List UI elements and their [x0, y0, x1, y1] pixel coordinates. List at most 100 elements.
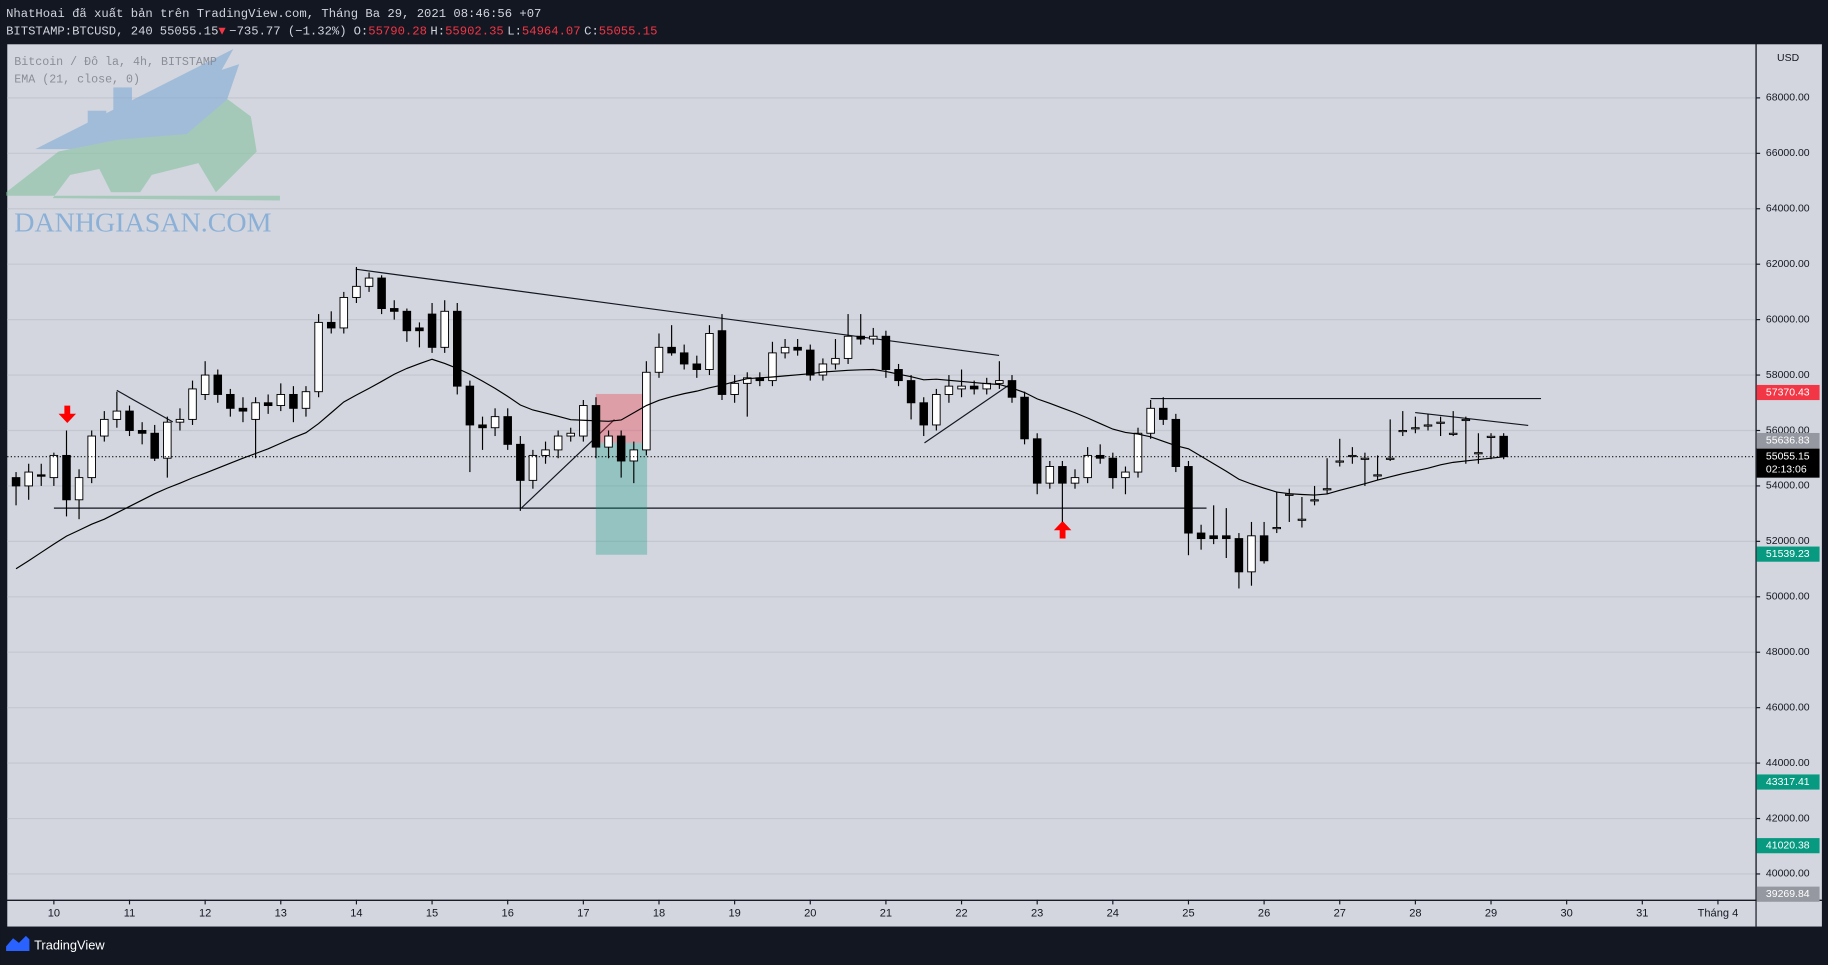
candle-body: [616, 435, 626, 462]
candle-body: [24, 471, 33, 487]
candle-body: [1297, 518, 1307, 521]
price-label: 51539.23: [1766, 549, 1810, 560]
x-tick-label: Tháng 4: [1698, 908, 1739, 920]
candle-body: [1032, 438, 1042, 484]
price-label: 57370.43: [1766, 387, 1810, 398]
price-label-bg: [1756, 546, 1820, 562]
price-label-bg: [1756, 384, 1820, 401]
candle-body: [1411, 427, 1420, 430]
candle-body: [402, 310, 412, 332]
candle-body: [289, 393, 298, 409]
candle-body: [717, 330, 727, 395]
x-tick-label: 22: [955, 908, 967, 920]
legend-entry: EMA (21, close, 0): [14, 73, 140, 86]
candle-body: [566, 432, 575, 437]
candle-body: [654, 346, 664, 373]
candle-body: [1322, 488, 1332, 491]
logo-bar: [87, 110, 107, 150]
legend-entry: Bitcoin / Đô la, 4h, BITSTAMP: [14, 56, 217, 69]
candle-body: [125, 410, 134, 431]
candle-body: [112, 410, 122, 420]
candle-body: [1448, 432, 1458, 435]
candle-body: [1133, 432, 1143, 473]
candle-body: [553, 435, 563, 451]
candle-body: [301, 391, 311, 409]
ohlc-value: 54964.07: [522, 25, 581, 39]
last-price: 55055.15: [160, 25, 219, 39]
candle-body: [856, 335, 865, 340]
candle-body: [36, 474, 46, 477]
candle-body: [1398, 430, 1408, 433]
candle-body: [415, 327, 424, 332]
plot-area: [7, 44, 1756, 900]
price-label: 43317.41: [1766, 777, 1810, 788]
candle-body: [516, 443, 525, 481]
x-tick-label: 21: [880, 908, 892, 920]
x-tick-label: 13: [275, 908, 287, 920]
y-tick-label: 56000.00: [1766, 425, 1810, 436]
up-arrow: [1053, 520, 1072, 539]
drawings: [53, 268, 1542, 509]
candle-body: [1474, 452, 1483, 455]
candle-body: [1070, 477, 1080, 484]
ohlc-value: 55902.35: [445, 25, 504, 39]
y-tick-label: 46000.00: [1766, 702, 1810, 713]
x-tick-label: 28: [1409, 908, 1421, 920]
candle-body: [389, 308, 399, 312]
x-tick-label: 25: [1182, 908, 1194, 920]
x-tick-label: 20: [804, 908, 816, 920]
trend-line: [1415, 411, 1529, 426]
y-tick-label: 62000.00: [1766, 259, 1810, 270]
series: [7, 266, 1756, 589]
x-tick-label: 18: [653, 908, 665, 920]
candle-body: [629, 449, 639, 462]
price-label-bg: [1756, 774, 1820, 790]
y-tick-label: 42000.00: [1766, 813, 1810, 824]
candle-body: [843, 335, 853, 359]
last-price-bg: [1756, 448, 1820, 478]
ohlc-value: 55790.28: [368, 25, 427, 39]
candle-body: [730, 382, 739, 395]
candle-body: [427, 313, 437, 348]
candle-body: [831, 357, 840, 365]
price-label: 55636.83: [1766, 435, 1810, 446]
last-price-label: 55055.15: [1766, 451, 1810, 462]
candle-body: [503, 416, 512, 445]
candle-body: [1423, 424, 1433, 427]
candle-body: [1486, 435, 1496, 438]
candle-body: [705, 333, 714, 370]
watermark-logo: [6, 48, 280, 201]
ohlc-key: C:: [584, 25, 599, 39]
candle-body: [1108, 457, 1118, 479]
y-tick-label: 52000.00: [1766, 536, 1810, 547]
candle-body: [944, 385, 954, 395]
candle-body: [490, 416, 500, 429]
candle-body: [1121, 471, 1130, 479]
candle-body: [339, 296, 349, 329]
ohlc-key: H:: [430, 25, 445, 39]
candle-body: [1499, 435, 1508, 458]
candle-body: [1436, 421, 1445, 424]
y-tick-label: 50000.00: [1766, 592, 1810, 603]
x-tick-label: 15: [426, 908, 438, 920]
candle-body: [1234, 538, 1244, 573]
down-arrow: [58, 405, 77, 424]
currency: USD: [1777, 53, 1800, 64]
candle-body: [188, 388, 197, 420]
x-tick-label: 11: [124, 908, 135, 920]
candle-body: [1045, 466, 1055, 484]
candle-body: [743, 377, 752, 384]
x-tick-label: 10: [48, 908, 60, 920]
candle-body: [352, 285, 361, 298]
candle-body: [62, 454, 71, 501]
candle-body: [49, 454, 59, 479]
candle-body: [1058, 466, 1067, 484]
candle-body: [163, 421, 172, 459]
candle-body: [1348, 454, 1357, 458]
trend-line: [924, 384, 1010, 444]
x-tick-label: 30: [1561, 908, 1573, 920]
candle-body: [465, 385, 475, 426]
candle-body: [11, 477, 21, 487]
candle-body: [780, 346, 790, 354]
candle-body: [806, 349, 815, 376]
